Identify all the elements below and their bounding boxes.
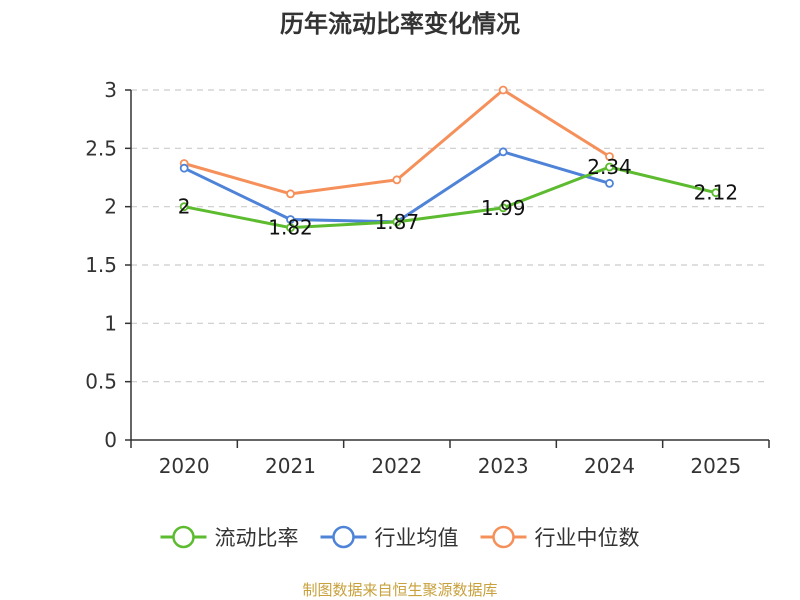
legend-marker — [332, 525, 355, 549]
x-tick-label: 2020 — [159, 454, 210, 478]
source-note: 制图数据来自恒生聚源数据库 — [302, 581, 497, 599]
data-label: 1.99 — [481, 196, 526, 220]
data-point — [179, 163, 189, 173]
legend-item-1: 流动比率 — [160, 525, 299, 550]
data-point — [605, 162, 614, 172]
y-tick-label: 1.5 — [85, 253, 117, 277]
legend-item-2: 行业均值 — [320, 525, 459, 550]
data-label: 2.34 — [587, 155, 632, 179]
y-tick-label: 3 — [104, 78, 117, 102]
data-label: 1.87 — [375, 210, 420, 234]
data-point — [711, 188, 721, 198]
data-point — [498, 85, 508, 95]
series — [179, 85, 721, 233]
x-tick-label: 2021 — [265, 454, 316, 478]
data-label: 1.82 — [268, 216, 313, 240]
data-labels: 2 1.82 1.87 1.99 2.34 2.12 — [178, 155, 738, 240]
x-tick-label: 2025 — [690, 454, 741, 478]
x-tick-label: 2022 — [371, 454, 422, 478]
y-tick-label: 0 — [104, 428, 117, 452]
grid — [131, 89, 769, 383]
data-point — [498, 147, 508, 157]
data-point — [605, 178, 614, 188]
axes: 0 0.5 1 1.5 2 2.5 3 2020 2021 2022 2023 2024 2025 — [85, 78, 770, 478]
data-point — [286, 215, 295, 224]
chart-title: 历年流动比率变化情况 — [280, 10, 520, 38]
data-point — [605, 152, 614, 161]
data-point — [392, 217, 402, 227]
legend-label: 流动比率 — [215, 526, 299, 550]
y-tick-label: 1 — [104, 311, 117, 335]
data-point — [286, 189, 295, 199]
legend-marker — [492, 525, 515, 549]
data-point — [179, 202, 189, 212]
data-point — [286, 223, 295, 233]
x-tick-label: 2024 — [584, 454, 635, 478]
y-tick-label: 2.5 — [85, 136, 117, 160]
legend-label: 行业中位数 — [535, 526, 640, 550]
legend-marker — [172, 525, 195, 549]
y-tick-label: 0.5 — [85, 370, 117, 394]
data-label: 2 — [178, 195, 191, 219]
series-line-1 — [183, 165, 717, 230]
x-tick-label: 2023 — [478, 454, 529, 478]
legend-label: 行业均值 — [375, 526, 459, 550]
data-point — [392, 175, 402, 185]
legend-item-3: 行业中位数 — [480, 525, 640, 550]
y-tick-label: 2 — [104, 195, 117, 219]
legend: 流动比率 行业均值 行业中位数 — [160, 525, 640, 550]
data-label: 2.12 — [694, 181, 739, 205]
data-point — [498, 203, 508, 213]
